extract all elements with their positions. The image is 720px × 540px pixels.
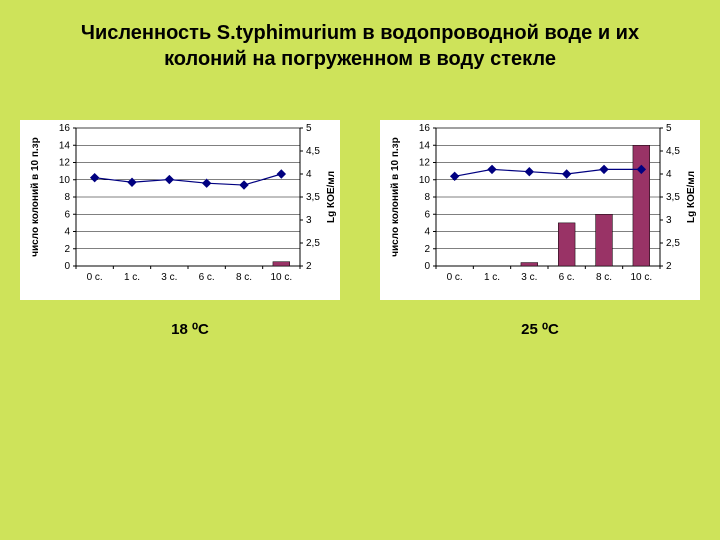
svg-text:3,5: 3,5 xyxy=(306,192,320,203)
svg-text:12: 12 xyxy=(59,158,71,169)
svg-text:0 с.: 0 с. xyxy=(447,272,463,283)
svg-text:4: 4 xyxy=(306,169,312,180)
svg-text:0 с.: 0 с. xyxy=(87,272,103,283)
bar xyxy=(273,262,290,266)
svg-text:2: 2 xyxy=(424,244,430,255)
svg-text:4: 4 xyxy=(666,169,672,180)
svg-text:0: 0 xyxy=(424,261,430,272)
y1-axis-label: число колоний в 10 п.зр xyxy=(390,137,401,257)
svg-text:16: 16 xyxy=(419,123,431,134)
svg-text:10 с.: 10 с. xyxy=(270,272,292,283)
svg-text:6 с.: 6 с. xyxy=(199,272,215,283)
y2-axis-label: Lg КОЕ/мл xyxy=(326,171,337,223)
chart-left: 0 2 4 6 8 10 12 14 16 2 2,5 3 3,5 4 4,5 5 0 с. 1 с. 3 с. 6 … xyxy=(20,120,340,300)
svg-text:4,5: 4,5 xyxy=(666,146,680,157)
svg-text:2: 2 xyxy=(666,261,672,272)
chart-right-wrap: 0 2 4 6 8 10 12 14 16 2 2,5 3 3,5 4 4,5 5 0 с. 1 с. 3 с. 6 … xyxy=(380,120,700,305)
svg-text:12: 12 xyxy=(419,158,431,169)
svg-text:3 с.: 3 с. xyxy=(521,272,537,283)
charts-row: 0 2 4 6 8 10 12 14 16 2 2,5 3 3,5 4 4,5 5 0 с. 1 с. 3 с. 6 … xyxy=(20,120,700,305)
svg-text:8: 8 xyxy=(424,192,430,203)
svg-text:5: 5 xyxy=(666,123,672,134)
svg-text:8: 8 xyxy=(64,192,70,203)
caption-right: 25 ⁰С xyxy=(490,320,590,338)
slide: Численность S.typhimurium в водопроводно… xyxy=(0,0,720,540)
svg-text:14: 14 xyxy=(419,140,431,151)
svg-text:16: 16 xyxy=(59,123,71,134)
svg-text:1 с.: 1 с. xyxy=(484,272,500,283)
chart-left-wrap: 0 2 4 6 8 10 12 14 16 2 2,5 3 3,5 4 4,5 5 0 с. 1 с. 3 с. 6 … xyxy=(20,120,340,305)
chart-right: 0 2 4 6 8 10 12 14 16 2 2,5 3 3,5 4 4,5 5 0 с. 1 с. 3 с. 6 … xyxy=(380,120,700,300)
svg-text:2: 2 xyxy=(306,261,312,272)
svg-text:8 с.: 8 с. xyxy=(236,272,252,283)
svg-text:3: 3 xyxy=(666,215,672,226)
svg-text:3: 3 xyxy=(306,215,312,226)
svg-text:14: 14 xyxy=(59,140,71,151)
slide-title: Численность S.typhimurium в водопроводно… xyxy=(0,20,720,72)
svg-text:0: 0 xyxy=(64,261,70,272)
svg-text:4: 4 xyxy=(64,227,70,238)
svg-text:3 с.: 3 с. xyxy=(161,272,177,283)
svg-text:3,5: 3,5 xyxy=(666,192,680,203)
svg-text:4: 4 xyxy=(424,227,430,238)
y1-axis-label: число колоний в 10 п.зр xyxy=(30,137,41,257)
svg-text:6: 6 xyxy=(424,209,430,220)
svg-text:2,5: 2,5 xyxy=(306,238,320,249)
svg-text:5: 5 xyxy=(306,123,312,134)
svg-text:8 с.: 8 с. xyxy=(596,272,612,283)
svg-text:10: 10 xyxy=(59,175,71,186)
bar xyxy=(521,263,538,266)
svg-text:4,5: 4,5 xyxy=(306,146,320,157)
y2-axis-label: Lg КОЕ/мл xyxy=(686,171,697,223)
svg-text:1 с.: 1 с. xyxy=(124,272,140,283)
svg-text:10 с.: 10 с. xyxy=(630,272,652,283)
svg-text:6 с.: 6 с. xyxy=(559,272,575,283)
bar xyxy=(558,223,575,266)
svg-text:10: 10 xyxy=(419,175,431,186)
svg-text:2,5: 2,5 xyxy=(666,238,680,249)
svg-text:6: 6 xyxy=(64,209,70,220)
svg-text:2: 2 xyxy=(64,244,70,255)
bar xyxy=(596,214,613,266)
bar xyxy=(633,145,650,266)
caption-left: 18 ⁰С xyxy=(140,320,240,338)
